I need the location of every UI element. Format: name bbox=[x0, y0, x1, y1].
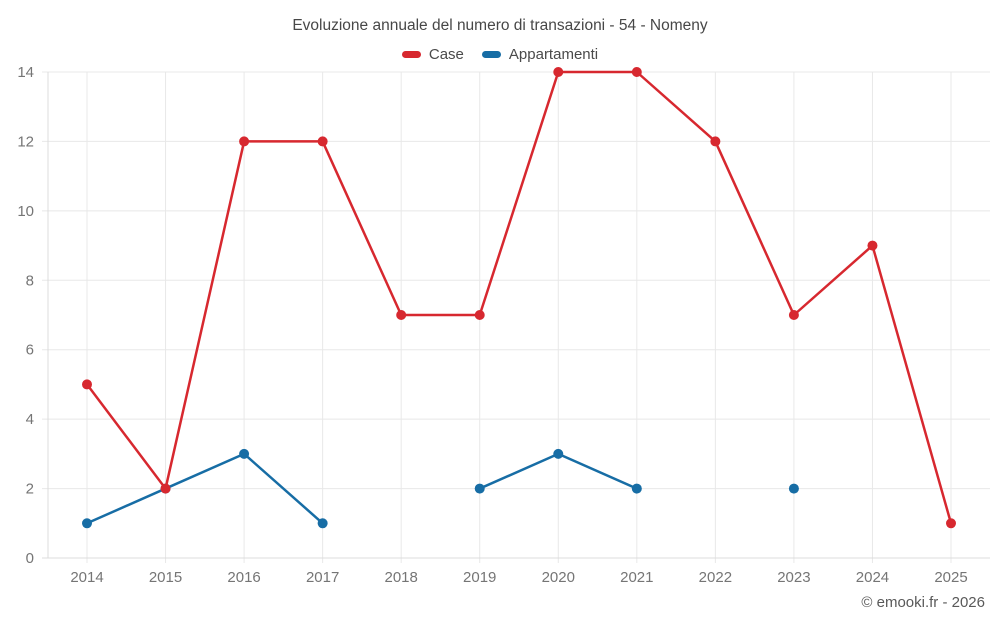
x-tick-label: 2025 bbox=[934, 569, 967, 586]
data-point-appartamenti-2023[interactable] bbox=[788, 483, 799, 494]
data-point-case-2025[interactable] bbox=[946, 518, 956, 529]
x-tick-label: 2024 bbox=[856, 569, 889, 586]
data-point-case-2019[interactable] bbox=[474, 310, 485, 320]
y-tick-label: 8 bbox=[26, 272, 34, 289]
data-point-appartamenti-2019[interactable] bbox=[474, 483, 485, 494]
data-point-appartamenti-2016[interactable] bbox=[239, 448, 250, 459]
x-tick-label: 2014 bbox=[70, 569, 103, 586]
x-tick-label: 2018 bbox=[384, 569, 417, 586]
y-tick-label: 0 bbox=[26, 550, 34, 567]
data-point-appartamenti-2014[interactable] bbox=[82, 518, 92, 529]
y-tick-label: 4 bbox=[26, 411, 34, 428]
legend-marker-appartamenti bbox=[481, 51, 501, 58]
data-point-case-2018[interactable] bbox=[396, 310, 407, 320]
x-tick-label: 2017 bbox=[306, 569, 339, 586]
x-tick-label: 2023 bbox=[777, 569, 810, 586]
y-tick-label: 14 bbox=[17, 64, 34, 81]
legend-item-appartamenti[interactable]: Appartamenti bbox=[481, 46, 599, 63]
x-tick-label: 2021 bbox=[620, 569, 653, 586]
copyright-text: © emooki.fr - 2026 bbox=[861, 594, 985, 611]
data-point-case-2021[interactable] bbox=[631, 67, 642, 77]
legend-item-case[interactable]: Case bbox=[401, 46, 464, 63]
data-point-appartamenti-2020[interactable] bbox=[553, 448, 564, 459]
y-tick-label: 2 bbox=[26, 481, 34, 498]
y-tick-label: 10 bbox=[17, 203, 34, 220]
data-point-case-2014[interactable] bbox=[82, 379, 92, 390]
data-point-case-2024[interactable] bbox=[867, 240, 878, 251]
chart-legend: Case Appartamenti bbox=[0, 46, 1000, 63]
y-tick-label: 6 bbox=[26, 342, 34, 359]
data-point-appartamenti-2017[interactable] bbox=[317, 518, 328, 529]
data-point-case-2015[interactable] bbox=[160, 483, 171, 494]
x-tick-label: 2016 bbox=[227, 569, 260, 586]
data-point-appartamenti-2021[interactable] bbox=[631, 483, 642, 494]
chart-title: Evoluzione annuale del numero di transaz… bbox=[292, 17, 708, 34]
x-tick-label: 2020 bbox=[542, 569, 575, 586]
data-point-case-2022[interactable] bbox=[710, 136, 721, 147]
y-tick-label: 12 bbox=[17, 133, 34, 150]
data-point-case-2017[interactable] bbox=[317, 136, 328, 147]
legend-label-appartamenti: Appartamenti bbox=[508, 46, 599, 63]
x-tick-label: 2015 bbox=[149, 569, 182, 586]
data-point-case-2023[interactable] bbox=[788, 310, 799, 320]
series-line-appartamenti bbox=[86, 452, 324, 525]
legend-label-case: Case bbox=[428, 46, 464, 63]
x-tick-label: 2022 bbox=[699, 569, 732, 586]
legend-marker-case bbox=[401, 51, 421, 58]
data-point-case-2016[interactable] bbox=[239, 136, 250, 147]
data-point-case-2020[interactable] bbox=[553, 67, 564, 77]
x-tick-label: 2019 bbox=[463, 569, 496, 586]
series-line-case bbox=[86, 70, 953, 524]
